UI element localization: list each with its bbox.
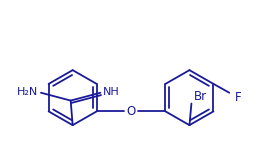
- Text: O: O: [126, 105, 136, 118]
- Text: NH: NH: [103, 87, 120, 97]
- Text: H₂N: H₂N: [17, 87, 38, 97]
- Text: F: F: [235, 91, 242, 104]
- Text: Br: Br: [193, 90, 206, 102]
